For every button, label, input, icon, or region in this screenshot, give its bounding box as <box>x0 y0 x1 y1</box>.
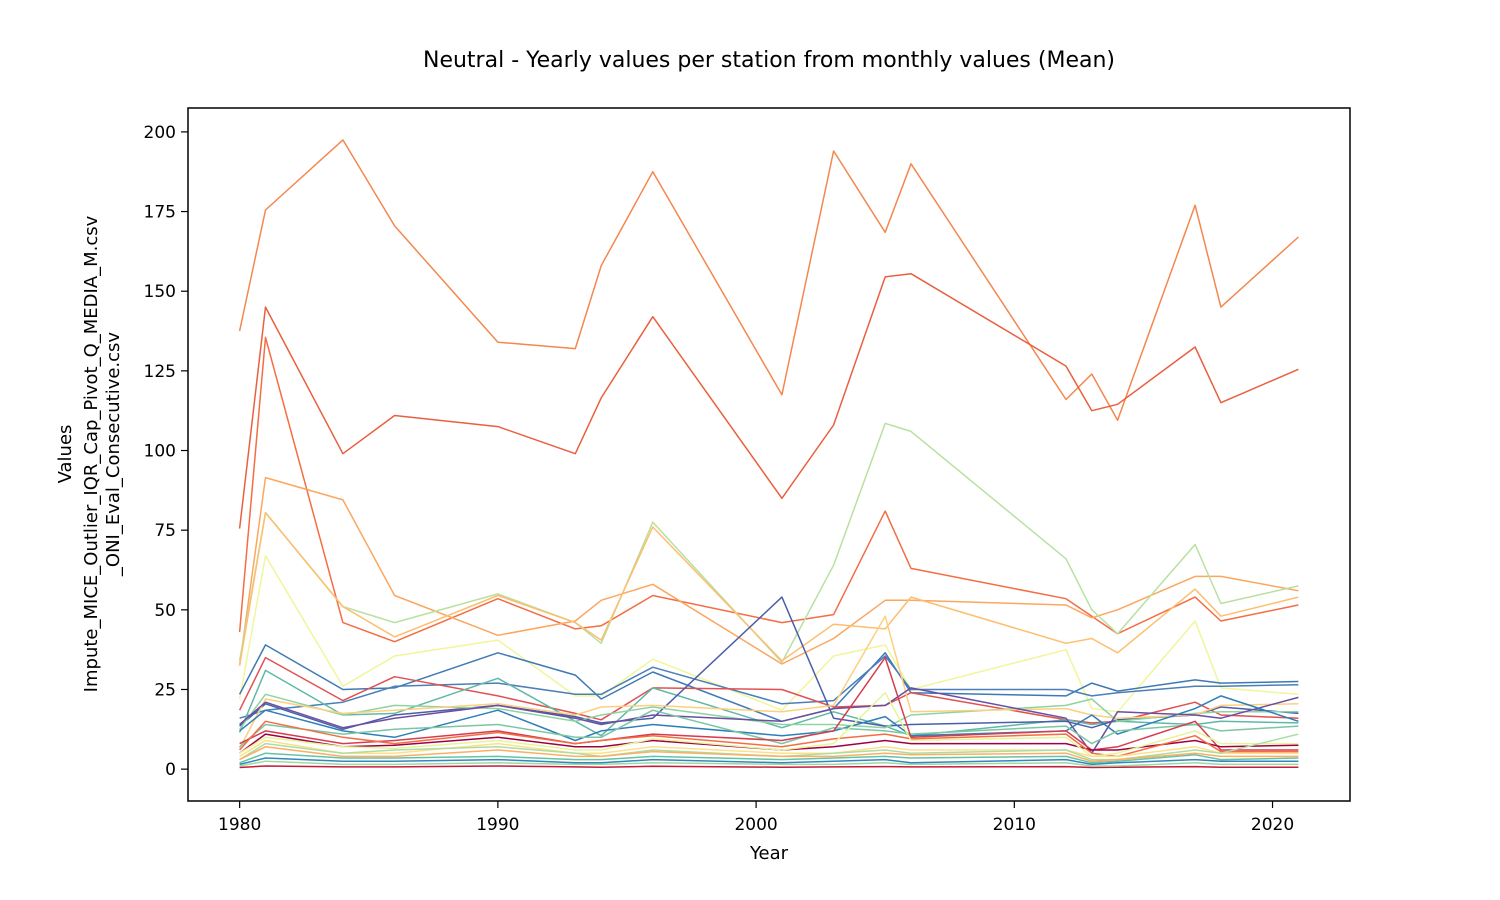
series-line-6 <box>238 511 1299 666</box>
y-tick-label: 0 <box>165 760 176 780</box>
series-line-27 <box>239 746 1299 762</box>
y-tick-label: 25 <box>154 680 176 700</box>
series-line-9 <box>239 655 1299 719</box>
x-tick-label: 2000 <box>734 815 777 835</box>
x-tick-label: 1990 <box>476 815 519 835</box>
series-line-4 <box>238 476 1299 666</box>
series-line-18 <box>239 656 1299 751</box>
y-tick-label: 125 <box>144 362 176 382</box>
series-line-5 <box>238 422 1299 664</box>
series-line-15 <box>239 687 1299 754</box>
plot-frame <box>187 107 1351 802</box>
series-line-25 <box>239 757 1299 766</box>
y-tick-label: 150 <box>144 282 176 302</box>
series-layer <box>238 139 1299 769</box>
y-axis-label-line-3: _ONI_Eval_Consecutive.csv <box>103 332 124 578</box>
series-line-12 <box>239 596 1299 731</box>
x-tick-label: 1980 <box>218 815 261 835</box>
series-line-3 <box>238 336 1299 643</box>
series-line-14 <box>238 615 1299 749</box>
x-tick-label: 2020 <box>1251 815 1294 835</box>
series-line-24 <box>239 752 1299 764</box>
series-line-11 <box>238 669 1299 737</box>
series-line-13 <box>238 693 1299 730</box>
y-tick-label: 75 <box>154 521 176 541</box>
x-tick-label: 2010 <box>993 815 1036 835</box>
y-axis-label-line-2: Impute_MICE_Outlier_IQR_Cap_Pivot_Q_MEDI… <box>81 215 102 692</box>
series-line-19 <box>239 733 1299 754</box>
y-tick-label: 200 <box>144 123 176 143</box>
x-axis: 1980 1990 2000 2010 2020 <box>218 801 1294 835</box>
y-tick-label: 50 <box>154 601 176 621</box>
series-line-2 <box>238 272 1299 529</box>
y-axis-label-line-1: Values <box>55 425 76 484</box>
series-line-26 <box>239 765 1299 769</box>
y-tick-label: 100 <box>144 442 176 462</box>
series-line-28 <box>239 760 1299 767</box>
series-line-20 <box>239 720 1299 758</box>
chart-title: Neutral - Yearly values per station from… <box>423 48 1115 73</box>
x-axis-label: Year <box>749 843 789 864</box>
y-tick-label: 175 <box>144 203 176 223</box>
series-line-7 <box>238 554 1299 713</box>
y-axis: 0 25 50 75 100 125 150 175 200 <box>144 123 188 780</box>
series-line-22 <box>239 739 1299 758</box>
series-line-1 <box>238 139 1299 421</box>
series-line-21 <box>239 691 1299 758</box>
